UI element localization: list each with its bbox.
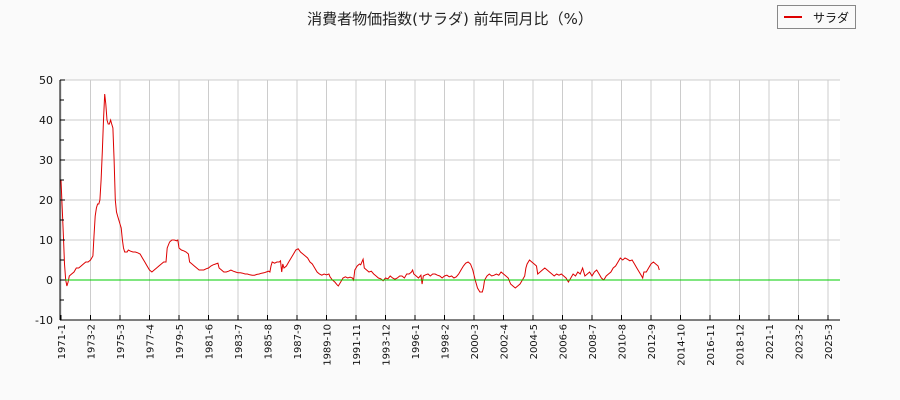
x-tick-label: 2008-7: [588, 324, 599, 359]
legend-label: サラダ: [813, 10, 850, 25]
y-tick-label: 0: [46, 274, 53, 287]
y-tick-label: 40: [39, 114, 53, 127]
x-tick-label: 1996-1: [411, 324, 422, 359]
x-tick-label: 2018-12: [736, 324, 747, 366]
x-tick-label: 2016-11: [706, 324, 717, 366]
y-tick-label: 10: [39, 234, 53, 247]
series-line-salad: [60, 93, 660, 293]
x-tick-label: 1998-2: [441, 324, 452, 359]
x-tick-label: 1993-12: [382, 324, 393, 366]
x-tick-label: 1979-5: [175, 324, 186, 359]
legend: サラダ: [777, 5, 856, 29]
x-tick-label: 1985-8: [264, 324, 275, 359]
y-tick-label: 50: [39, 74, 53, 87]
x-tick-label: 2006-6: [559, 324, 570, 359]
x-axis-ticks: 1971-1 1973-2 1975-3 1977-4 1979-5 1981-6 1983…: [57, 315, 835, 366]
x-tick-label: 1971-1: [57, 324, 68, 359]
x-tick-label: 2014-10: [677, 324, 688, 366]
x-tick-label: 1973-2: [87, 324, 98, 359]
data-series: [60, 93, 840, 293]
y-tick-label: 30: [39, 154, 53, 167]
x-tick-label: 2023-2: [795, 324, 806, 359]
x-tick-label: 2002-4: [500, 324, 511, 359]
x-tick-label: 1991-11: [352, 324, 363, 366]
y-tick-label: -10: [35, 314, 53, 327]
legend-line-swatch: [784, 16, 802, 18]
x-tick-label: 1983-7: [234, 324, 245, 359]
x-tick-label: 2004-5: [529, 324, 540, 359]
x-tick-label: 1987-9: [293, 324, 304, 359]
x-tick-label: 1975-3: [116, 324, 127, 359]
x-tick-label: 2012-9: [647, 324, 658, 359]
x-tick-label: 2000-3: [470, 324, 481, 359]
chart-title: 消費者物価指数(サラダ) 前年同月比（%）: [307, 10, 593, 28]
y-tick-label: 20: [39, 194, 53, 207]
x-tick-label: 1981-6: [205, 324, 216, 359]
y-axis-ticks: 50 40 30 20 10 0 -10: [35, 74, 65, 327]
x-tick-label: 1977-4: [146, 324, 157, 359]
x-tick-label: 2010-8: [618, 324, 629, 359]
x-tick-label: 2025-3: [824, 324, 835, 359]
x-tick-label: 2021-1: [765, 324, 776, 359]
x-tick-label: 1989-10: [323, 324, 334, 366]
